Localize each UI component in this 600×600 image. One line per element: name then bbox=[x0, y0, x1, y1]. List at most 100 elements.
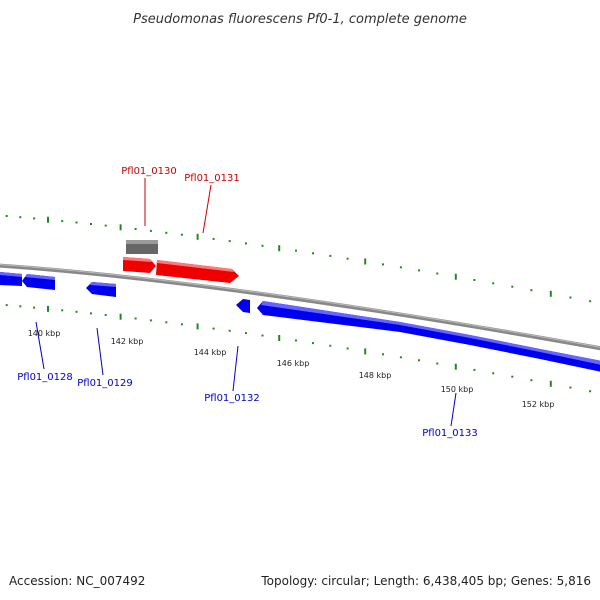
outer-minor-tick bbox=[5, 215, 8, 217]
inner-minor-tick bbox=[589, 390, 592, 393]
inner-minor-tick bbox=[399, 356, 402, 359]
inner-major-tick bbox=[549, 380, 552, 387]
gene-Pfl01_0131-arrow[interactable] bbox=[156, 260, 239, 283]
outer-minor-tick bbox=[19, 216, 22, 219]
inner-minor-tick bbox=[245, 332, 247, 335]
inner-minor-tick bbox=[418, 359, 420, 362]
outer-minor-tick bbox=[149, 229, 152, 232]
outer-minor-tick bbox=[418, 269, 420, 272]
inner-minor-tick bbox=[19, 305, 22, 308]
inner-minor-tick bbox=[61, 309, 64, 312]
outer-minor-tick bbox=[295, 249, 297, 252]
outer-major-tick bbox=[278, 245, 281, 252]
inner-minor-tick bbox=[511, 375, 514, 378]
outer-minor-tick bbox=[382, 263, 384, 266]
outer-minor-tick bbox=[589, 300, 592, 303]
outer-major-tick bbox=[364, 258, 367, 265]
genome-backbone-highlight bbox=[0, 264, 600, 348]
inner-minor-tick bbox=[104, 314, 107, 316]
gene-Pfl01_0128b-arrow[interactable] bbox=[22, 274, 55, 290]
inner-major-tick bbox=[47, 305, 49, 312]
scale-label-144: 144 kbp bbox=[194, 348, 227, 357]
outer-major-tick bbox=[47, 216, 49, 223]
outer-major-tick bbox=[196, 233, 199, 240]
inner-major-tick bbox=[119, 313, 122, 320]
outer-minor-tick bbox=[329, 254, 332, 257]
inner-minor-tick bbox=[5, 304, 8, 307]
scale-label-142: 142 kbp bbox=[111, 337, 144, 346]
outer-minor-tick bbox=[180, 233, 183, 236]
inner-minor-tick bbox=[149, 319, 152, 322]
outer-minor-tick bbox=[530, 289, 533, 292]
inner-minor-tick bbox=[473, 368, 476, 371]
accession-text: Accession: NC_007492 bbox=[9, 574, 145, 588]
gene-label-Pfl01_0129[interactable]: Pfl01_0129 bbox=[77, 378, 133, 389]
inner-minor-tick bbox=[329, 344, 332, 347]
other-feature-block[interactable] bbox=[126, 240, 158, 254]
inner-minor-tick bbox=[382, 353, 384, 356]
outer-minor-tick bbox=[33, 217, 36, 220]
gene-Pfl01_0130-arrow[interactable] bbox=[123, 257, 156, 273]
gene-label-Pfl01_0130[interactable]: Pfl01_0130 bbox=[121, 166, 177, 177]
inner-minor-tick bbox=[312, 342, 314, 345]
inner-minor-tick bbox=[530, 379, 533, 382]
gene-Pfl01_0133-leader bbox=[450, 392, 457, 427]
outer-minor-tick bbox=[346, 257, 349, 260]
outer-minor-tick bbox=[90, 223, 92, 225]
outer-minor-tick bbox=[569, 296, 572, 299]
inner-minor-tick bbox=[346, 347, 349, 350]
inner-minor-tick bbox=[492, 372, 495, 375]
gene-label-Pfl01_0128[interactable]: Pfl01_0128 bbox=[17, 372, 73, 383]
gene-Pfl01_0132-arrow[interactable] bbox=[236, 299, 250, 313]
outer-minor-tick bbox=[212, 237, 215, 240]
inner-minor-tick bbox=[90, 312, 92, 315]
outer-major-tick bbox=[454, 273, 457, 280]
gene-Pfl01_0128-arrow[interactable] bbox=[0, 272, 22, 286]
map-title: Pseudomonas fluorescens Pf0-1, complete … bbox=[133, 12, 467, 27]
gene-label-Pfl01_0131[interactable]: Pfl01_0131 bbox=[184, 173, 240, 184]
gene-Pfl01_0129-arrow[interactable] bbox=[86, 282, 116, 297]
inner-minor-tick bbox=[165, 321, 168, 324]
inner-major-tick bbox=[278, 335, 281, 341]
scale-label-150: 150 kbp bbox=[441, 385, 474, 394]
outer-minor-tick bbox=[165, 231, 168, 234]
scale-label-148: 148 kbp bbox=[359, 371, 392, 380]
gene-Pfl01_0129-leader bbox=[96, 327, 104, 376]
outer-minor-tick bbox=[399, 266, 402, 269]
outer-minor-tick bbox=[75, 221, 78, 224]
inner-major-tick bbox=[196, 323, 199, 330]
inner-minor-tick bbox=[33, 306, 36, 309]
inner-minor-tick bbox=[261, 334, 264, 337]
gene-label-Pfl01_0132[interactable]: Pfl01_0132 bbox=[204, 393, 260, 404]
inner-minor-tick bbox=[75, 310, 78, 313]
inner-minor-tick bbox=[436, 362, 439, 365]
outer-minor-tick bbox=[261, 244, 264, 247]
gene-Pfl01_0131-leader bbox=[202, 184, 212, 234]
outer-minor-tick bbox=[473, 279, 476, 281]
gene-Pfl01_0132-leader bbox=[232, 345, 239, 392]
inner-minor-tick bbox=[228, 329, 231, 332]
gene-Pfl01_0128-leader bbox=[35, 321, 45, 370]
inner-minor-tick bbox=[134, 317, 137, 320]
gene-label-Pfl01_0133[interactable]: Pfl01_0133 bbox=[422, 428, 478, 439]
inner-minor-tick bbox=[295, 339, 297, 342]
inner-major-tick bbox=[364, 348, 367, 355]
outer-minor-tick bbox=[134, 228, 137, 230]
inner-minor-tick bbox=[212, 327, 215, 330]
genome-backbone bbox=[0, 263, 600, 351]
genome-summary-text: Topology: circular; Length: 6,438,405 bp… bbox=[260, 574, 591, 588]
gene-Pfl01_0133-arrow[interactable] bbox=[257, 301, 600, 372]
inner-minor-tick bbox=[180, 323, 183, 326]
inner-tick-ring bbox=[5, 304, 592, 393]
inner-minor-tick bbox=[569, 386, 572, 389]
scale-label-152: 152 kbp bbox=[522, 400, 555, 409]
outer-major-tick bbox=[119, 224, 122, 231]
outer-tick-ring bbox=[5, 215, 592, 303]
scale-label-140: 140 kbp bbox=[28, 329, 61, 338]
scale-label-146: 146 kbp bbox=[277, 359, 310, 368]
outer-minor-tick bbox=[492, 282, 495, 285]
outer-minor-tick bbox=[436, 272, 439, 275]
outer-minor-tick bbox=[511, 285, 514, 288]
outer-minor-tick bbox=[104, 224, 107, 227]
